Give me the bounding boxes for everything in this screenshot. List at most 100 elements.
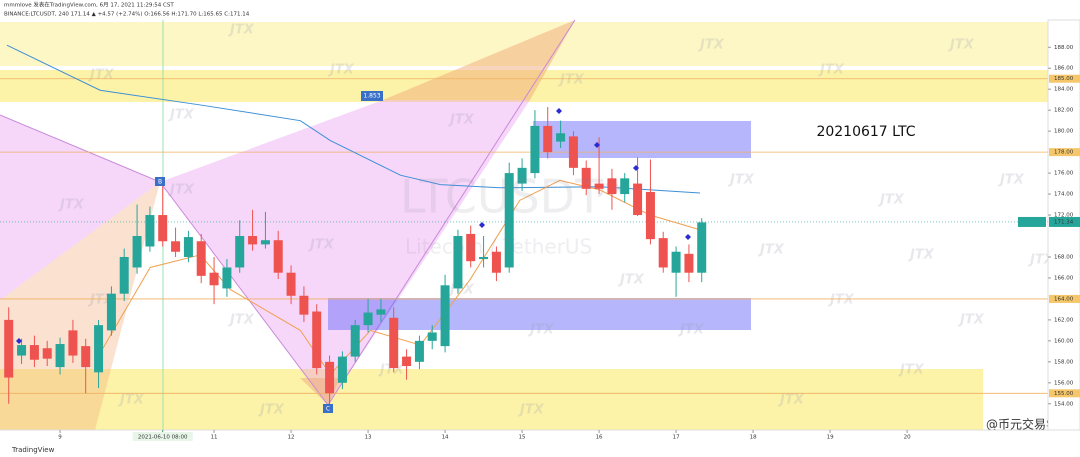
watermark: JTX [757,243,785,258]
candle-body [517,167,527,184]
candle-body [427,332,437,341]
candle-body [337,356,347,383]
candle-body [312,311,322,369]
crosshair-label: 2021-06-10 08:00 [138,435,188,441]
candle-body [119,256,129,294]
source-logo: TradingView [11,446,55,454]
x-tick-label: 9 [58,435,62,441]
zone-box [328,298,751,330]
watermark: JTX [327,63,355,78]
candle-body [543,125,553,153]
watermark: JTX [997,173,1025,188]
candle-body [556,133,566,142]
candle-body [196,241,206,276]
y-tick-label: 166.00 [1054,275,1074,281]
annotation: 20210617 LTC [816,124,915,140]
candle-body [645,191,655,240]
ratio-box [361,91,383,101]
signal [479,222,485,228]
watermark: JTX [817,63,845,78]
watermark: JTX [307,238,335,253]
pivot-label: C [326,406,330,413]
x-tick-label: 12 [288,435,295,441]
level-tag [1049,389,1080,398]
candle-body [440,285,450,347]
watermark: JTX [447,113,475,128]
candle-body [222,267,232,289]
watermark: JTX [907,248,935,263]
candle-body [171,241,181,252]
last-price-tag [1018,216,1046,227]
watermark: JTX [877,193,905,208]
candle-body [145,215,155,247]
header: BINANCE:LTCUSDT, 240 171.14 ▲ +4.57 (+2.… [4,12,250,18]
x-tick-label: 17 [673,435,680,441]
y-tick-label: 172.00 [1054,213,1074,219]
x-tick-label: 16 [596,435,603,441]
signal [594,142,600,148]
plot: JTX JTX JTX JTX JTX JTX JTX JTX JTX JTX JTX JTX JTX J… [0,23,1055,418]
candle-body [658,238,668,268]
watermark: JTX [227,313,255,328]
level-label: 155.00 [1054,391,1074,397]
x-tick-label: 19 [827,435,834,441]
watermark: JTX [897,363,925,378]
header: mmmlove 发表在TradingView.com, 6月 17, 2021 … [4,1,174,9]
candle-body [235,236,245,268]
x-tick-label: 20 [904,435,911,441]
level-label: 164.00 [1054,296,1074,302]
candle-body [620,178,630,195]
candle-body [363,312,373,326]
watermark: JTX [677,323,705,338]
candle-body [106,293,116,331]
moving-average [6,44,700,194]
signal [633,165,639,171]
y-tick-label: 168.00 [1054,254,1074,260]
candle-body [42,348,52,359]
watermark: JTX [957,313,985,328]
candle-body [607,178,617,195]
y-tick-label: 188.00 [1054,45,1074,51]
level-label: 178.00 [1054,150,1074,156]
signal [685,234,691,240]
candle-body [94,325,104,373]
watermark: JTX [617,273,645,288]
candle-body [568,136,578,168]
watermark: JTX [827,293,855,308]
watermark: JTX [87,68,115,83]
watermark: JTX [167,183,195,198]
y-tick-label: 154.00 [1054,401,1074,407]
candle-body [504,173,514,268]
watermark: JTX [947,38,975,53]
candle-body [466,233,476,262]
signal [16,338,22,344]
candle-body [633,183,643,216]
candle-body [697,222,707,273]
candle-body [530,125,540,174]
candle-body [260,240,270,245]
watermark: JTX [777,393,805,408]
pattern-area [0,182,160,430]
candle-body [594,183,604,189]
level-tag [1049,148,1080,157]
pair-watermark: Litecoin / TetherUS [405,235,592,259]
y-tick-label: 184.00 [1054,87,1074,93]
crosshair-tag [132,432,193,441]
candle-body [158,215,168,242]
candle-body [248,236,258,245]
candle-body [132,236,142,268]
candle-body [350,325,360,357]
y-tick-label: 176.00 [1054,171,1074,177]
watermark: JTX [227,23,255,38]
watermark: JTX [557,73,585,88]
x-tick-label: 13 [365,435,372,441]
drawings [0,19,1048,430]
marks: B C 1.853 [16,91,691,413]
y-tick-label: 160.00 [1054,338,1074,344]
pivot-box [323,404,333,413]
y-tick-label: 158.00 [1054,359,1074,365]
watermark: JTX [727,173,755,188]
symbol-watermark: LTCUSDT [400,170,604,224]
watermark: JTX [517,403,545,418]
y-tick-label: 162.00 [1054,317,1074,323]
